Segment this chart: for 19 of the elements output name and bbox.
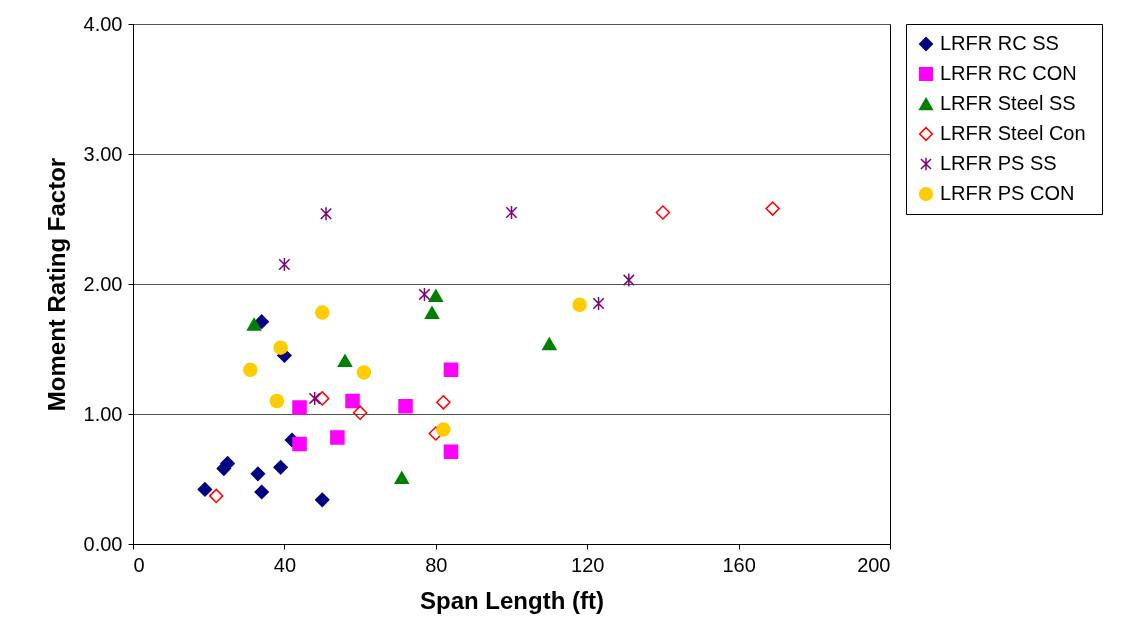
y-tick-label: 1.00 (83, 402, 123, 425)
x-tick-label: 80 (425, 553, 448, 576)
legend-label: LRFR RC CON (940, 62, 1077, 84)
y-tick-label: 4.00 (83, 12, 123, 35)
legend-label: LRFR Steel SS (940, 92, 1076, 114)
y-tick-label: 2.00 (83, 272, 123, 295)
x-tick-label: 40 (273, 553, 297, 576)
y-tick-label: 0.00 (83, 532, 123, 555)
legend-label: LRFR PS SS (940, 152, 1057, 174)
x-axis-title: Span Length (ft) (420, 586, 604, 614)
x-tick-label: 200 (857, 553, 891, 576)
x-tick-label: 120 (571, 553, 605, 576)
x-tick-label: 0 (133, 553, 145, 576)
y-tick-label: 3.00 (83, 142, 123, 165)
legend-label: LRFR PS CON (940, 182, 1075, 204)
legend-label: LRFR Steel Con (940, 122, 1086, 144)
legend-label: LRFR RC SS (940, 32, 1059, 54)
x-tick-label: 160 (722, 553, 756, 576)
y-axis-title: Moment Rating Factor (42, 157, 70, 412)
